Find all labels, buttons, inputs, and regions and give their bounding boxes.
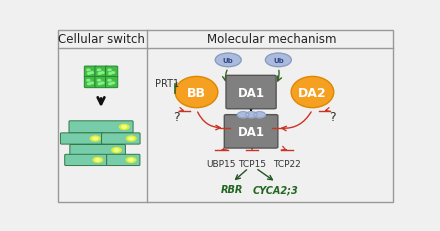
FancyBboxPatch shape [106, 77, 118, 88]
Circle shape [108, 80, 111, 82]
Text: RBR: RBR [221, 185, 243, 195]
FancyBboxPatch shape [95, 77, 107, 88]
Circle shape [126, 158, 136, 163]
Text: Ub: Ub [273, 58, 284, 64]
Text: TCP15: TCP15 [238, 159, 266, 168]
Circle shape [111, 83, 114, 84]
FancyBboxPatch shape [70, 145, 125, 156]
Circle shape [129, 138, 134, 140]
FancyBboxPatch shape [224, 115, 278, 148]
Circle shape [97, 70, 100, 71]
Circle shape [215, 54, 241, 67]
FancyBboxPatch shape [102, 133, 140, 145]
Circle shape [95, 159, 100, 161]
Circle shape [246, 112, 257, 118]
FancyBboxPatch shape [60, 133, 104, 145]
Text: CYCA2;3: CYCA2;3 [253, 185, 299, 195]
Circle shape [98, 84, 101, 85]
Circle shape [90, 83, 93, 84]
Ellipse shape [175, 77, 218, 108]
Circle shape [122, 126, 127, 129]
FancyBboxPatch shape [69, 121, 133, 133]
Text: Ub: Ub [223, 58, 234, 64]
Circle shape [87, 80, 90, 82]
Circle shape [128, 159, 133, 161]
FancyBboxPatch shape [106, 155, 140, 166]
Circle shape [238, 112, 249, 118]
Circle shape [111, 73, 114, 74]
Text: PRT1: PRT1 [155, 79, 180, 89]
Text: ?: ? [173, 110, 180, 123]
Circle shape [90, 73, 93, 74]
Circle shape [93, 138, 98, 140]
Circle shape [97, 80, 100, 82]
FancyBboxPatch shape [226, 76, 276, 109]
FancyBboxPatch shape [65, 155, 106, 166]
Circle shape [126, 136, 136, 141]
Text: Molecular mechanism: Molecular mechanism [207, 33, 336, 46]
Circle shape [88, 84, 91, 85]
FancyBboxPatch shape [106, 67, 118, 78]
Circle shape [101, 83, 104, 84]
Text: DA1: DA1 [238, 125, 264, 138]
FancyBboxPatch shape [84, 67, 97, 78]
FancyBboxPatch shape [59, 31, 392, 202]
FancyBboxPatch shape [84, 77, 97, 88]
Circle shape [109, 84, 112, 85]
Text: UBP15: UBP15 [207, 159, 236, 168]
Circle shape [98, 73, 101, 75]
Circle shape [109, 73, 112, 75]
Circle shape [112, 148, 121, 153]
Text: DA2: DA2 [298, 86, 327, 99]
Text: DA1: DA1 [238, 86, 264, 99]
Circle shape [108, 70, 111, 71]
Circle shape [119, 125, 129, 130]
Text: Cellular switch: Cellular switch [58, 33, 144, 46]
Text: BB: BB [187, 86, 206, 99]
Text: ?: ? [330, 110, 336, 123]
Text: TCP22: TCP22 [273, 159, 301, 168]
Circle shape [88, 73, 91, 75]
Circle shape [254, 112, 265, 118]
Circle shape [114, 149, 119, 152]
Ellipse shape [291, 77, 334, 108]
Circle shape [93, 158, 103, 163]
Circle shape [91, 136, 100, 141]
Circle shape [101, 73, 104, 74]
Circle shape [265, 54, 291, 67]
Circle shape [87, 70, 90, 71]
FancyBboxPatch shape [95, 67, 107, 78]
